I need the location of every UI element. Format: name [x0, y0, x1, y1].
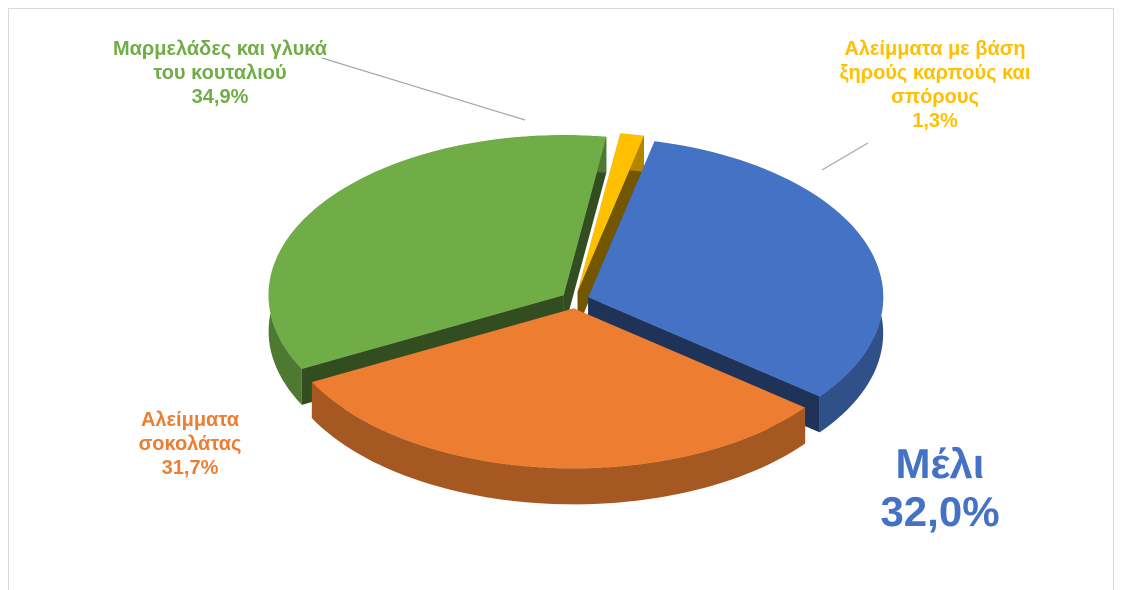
label-text: 34,9% [191, 86, 249, 108]
label-text: Μέλι [895, 440, 985, 487]
label-text: Μαρμελάδες και γλυκά του κουταλιού [112, 38, 328, 84]
label-text: 31,7% [161, 457, 219, 479]
data-label: Μαρμελάδες και γλυκά του κουταλιού 34,9% [105, 37, 335, 109]
leader-line [321, 57, 526, 121]
label-text: Αλείμματα σοκολάτας [138, 409, 242, 455]
slice [588, 141, 884, 397]
data-label: Αλείμματα με βάση ξηρούς καρπούς και σπό… [830, 37, 1040, 133]
slice-wall [563, 136, 607, 332]
label-text: 1,3% [912, 110, 958, 132]
slice [577, 133, 644, 292]
label-text: 32,0% [880, 488, 1000, 535]
slice-side [311, 382, 806, 505]
data-label: Μέλι 32,0% [840, 440, 1040, 536]
slice [311, 308, 806, 469]
slice-wall [577, 135, 644, 328]
slice [268, 135, 607, 369]
data-label: Αλείμματα σοκολάτας 31,7% [110, 408, 270, 480]
frame [8, 8, 1114, 590]
leader-line [821, 142, 869, 171]
label-text: Αλείμματα με βάση ξηρούς καρπούς και σπό… [839, 38, 1031, 108]
